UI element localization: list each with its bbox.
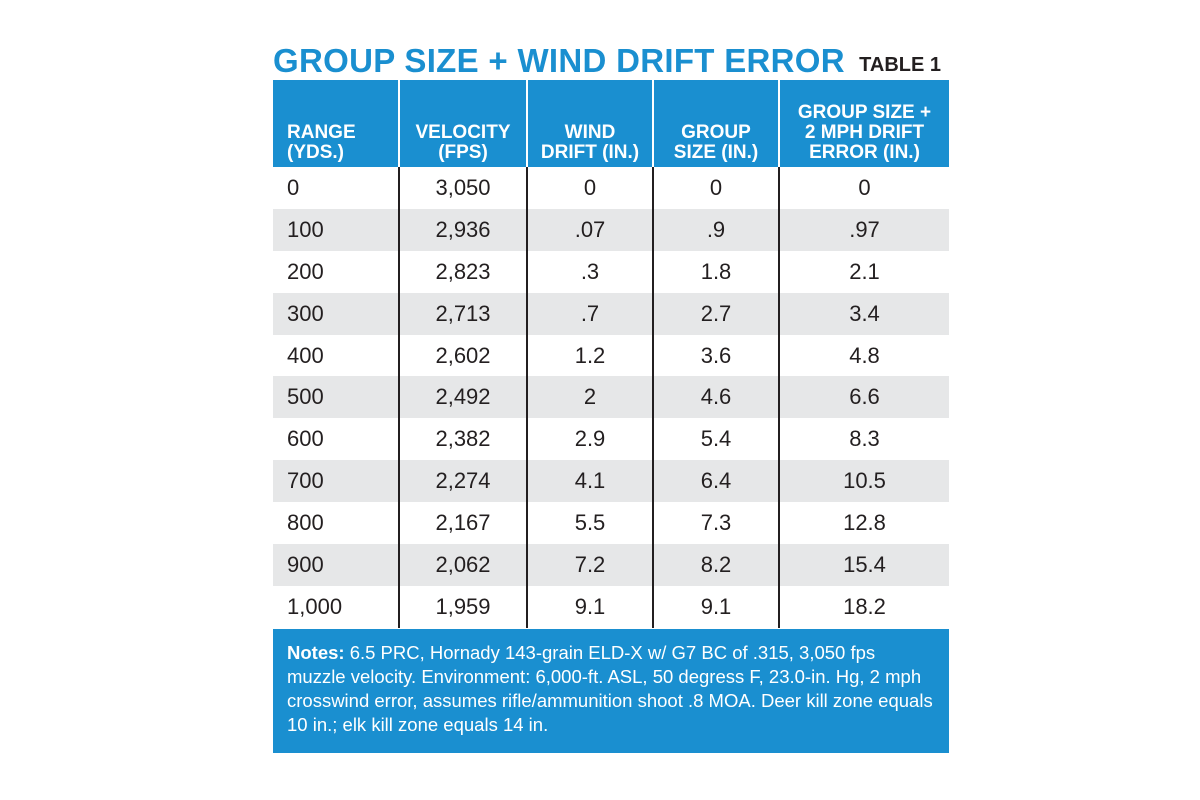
header-line: SIZE (IN.) (673, 142, 759, 163)
cell-group-plus-drift: 12.8 (778, 502, 949, 545)
header-line: RANGE (287, 122, 356, 143)
cell-range: 100 (273, 208, 399, 251)
cell-group-plus-drift: 18.2 (778, 585, 949, 628)
table-row: 500 2,492 2 4.6 6.6 (273, 376, 949, 419)
cell-group-size: 6.4 (652, 460, 779, 503)
header-line: DRIFT (IN.) (540, 142, 640, 163)
cell-group-plus-drift: 0 (778, 167, 949, 209)
table-title: GROUP SIZE + WIND DRIFT ERROR (273, 42, 845, 79)
column-header-velocity: VELOCITY (FPS) (398, 80, 527, 167)
table-row: 1,000 1,959 9.1 9.1 18.2 (273, 585, 949, 628)
cell-velocity: 2,936 (398, 208, 527, 251)
cell-velocity: 2,382 (398, 418, 527, 461)
column-header-group-plus-drift: GROUP SIZE + 2 MPH DRIFT ERROR (IN.) (778, 80, 949, 167)
cell-velocity: 2,062 (398, 544, 527, 586)
cell-range: 400 (287, 342, 324, 368)
table-row: 0 3,050 0 0 0 (273, 167, 949, 209)
cell-velocity: 2,602 (398, 334, 527, 377)
header-line: GROUP SIZE + (797, 102, 932, 123)
cell-range: 800 (287, 510, 324, 536)
header-line: ERROR (IN.) (809, 142, 920, 163)
header-line: GROUP (681, 122, 751, 143)
cell-wind-drift: .7 (526, 292, 653, 335)
header-line: WIND (564, 122, 616, 143)
header-row: RANGE (YDS.) VELOCITY (FPS) WIND DRIFT (… (273, 80, 949, 167)
cell-velocity: 2,713 (398, 292, 527, 335)
cell-wind-drift: 2 (526, 376, 653, 419)
table-row: 600 2,382 2.9 5.4 8.3 (273, 418, 949, 461)
cell-group-size: 3.6 (652, 334, 779, 377)
notes-text: 6.5 PRC, Hornady 143-grain ELD-X w/ G7 B… (287, 641, 933, 735)
cell-group-size: 4.6 (652, 376, 779, 419)
table-row: 900 2,062 7.2 8.2 15.4 (273, 544, 949, 586)
cell-wind-drift: .3 (526, 250, 653, 293)
cell-group-size: 1.8 (652, 250, 779, 293)
cell-wind-drift: 1.2 (526, 334, 653, 377)
table-body: 0 3,050 0 0 0 100 2,936.07.9.97 200 2,823.3 1.8 2.… (273, 167, 949, 628)
cell-group-plus-drift: 2.1 (778, 250, 949, 293)
table-row: 300 2,713.7 2.7 3.4 (273, 292, 949, 335)
cell-group-size: 9.1 (652, 585, 779, 628)
cell-wind-drift: 4.1 (526, 460, 653, 503)
cell-group-plus-drift: 8.3 (778, 418, 949, 461)
table-row: 700 2,274 4.1 6.4 10.5 (273, 460, 949, 503)
cell-velocity: 2,823 (398, 250, 527, 293)
data-table-figure: GROUP SIZE + WIND DRIFT ERROR TABLE 1 RA… (273, 40, 949, 753)
cell-group-size: 7.3 (652, 502, 779, 545)
cell-group-size: 2.7 (652, 292, 779, 335)
cell-wind-drift: 5.5 (526, 502, 653, 545)
column-header-wind-drift: WIND DRIFT (IN.) (526, 80, 653, 167)
cell-wind-drift: 9.1 (526, 585, 653, 628)
cell-velocity: 2,492 (398, 376, 527, 419)
cell-group-size: 8.2 (652, 544, 779, 586)
cell-velocity: 3,050 (398, 167, 527, 209)
cell-range: 0 (287, 174, 300, 200)
notes-label: Notes: (287, 641, 345, 663)
cell-range: 700 (273, 460, 399, 503)
header-line: VELOCITY (415, 122, 511, 143)
cell-group-plus-drift: 10.5 (778, 460, 949, 503)
header-line: (YDS.) (287, 142, 344, 163)
table-row: 400 2,602 1.2 3.6 4.8 (273, 334, 949, 377)
cell-group-size: .9 (652, 208, 779, 251)
cell-range: 600 (287, 426, 324, 452)
cell-wind-drift: .07 (526, 208, 653, 251)
column-header-group-size: GROUP SIZE (IN.) (652, 80, 779, 167)
cell-range: 500 (273, 376, 399, 419)
cell-range: 200 (287, 258, 324, 284)
cell-range: 900 (273, 544, 399, 586)
cell-range: 1,000 (287, 593, 343, 619)
cell-group-plus-drift: .97 (778, 208, 949, 251)
table-row: 200 2,823.3 1.8 2.1 (273, 250, 949, 293)
column-header-range: RANGE (YDS.) (273, 80, 399, 167)
table-number-label: TABLE 1 (859, 54, 941, 76)
title-row: GROUP SIZE + WIND DRIFT ERROR TABLE 1 (273, 40, 949, 80)
cell-range: 300 (273, 292, 399, 335)
cell-group-plus-drift: 3.4 (778, 292, 949, 335)
cell-group-plus-drift: 4.8 (778, 334, 949, 377)
cell-velocity: 2,274 (398, 460, 527, 503)
ballistics-table: RANGE (YDS.) VELOCITY (FPS) WIND DRIFT (… (273, 80, 949, 628)
table-row: 800 2,167 5.5 7.3 12.8 (273, 502, 949, 545)
header-line: (FPS) (438, 142, 488, 163)
cell-wind-drift: 2.9 (526, 418, 653, 461)
cell-wind-drift: 7.2 (526, 544, 653, 586)
cell-group-plus-drift: 15.4 (778, 544, 949, 586)
cell-velocity: 1,959 (398, 585, 527, 628)
cell-group-size: 5.4 (652, 418, 779, 461)
header-line: 2 MPH DRIFT (804, 122, 925, 143)
cell-wind-drift: 0 (526, 167, 653, 209)
cell-group-plus-drift: 6.6 (778, 376, 949, 419)
cell-group-size: 0 (652, 167, 779, 209)
cell-velocity: 2,167 (398, 502, 527, 545)
notes-box: Notes: 6.5 PRC, Hornady 143-grain ELD-X … (273, 628, 949, 753)
table-row: 100 2,936.07.9.97 (273, 208, 949, 251)
